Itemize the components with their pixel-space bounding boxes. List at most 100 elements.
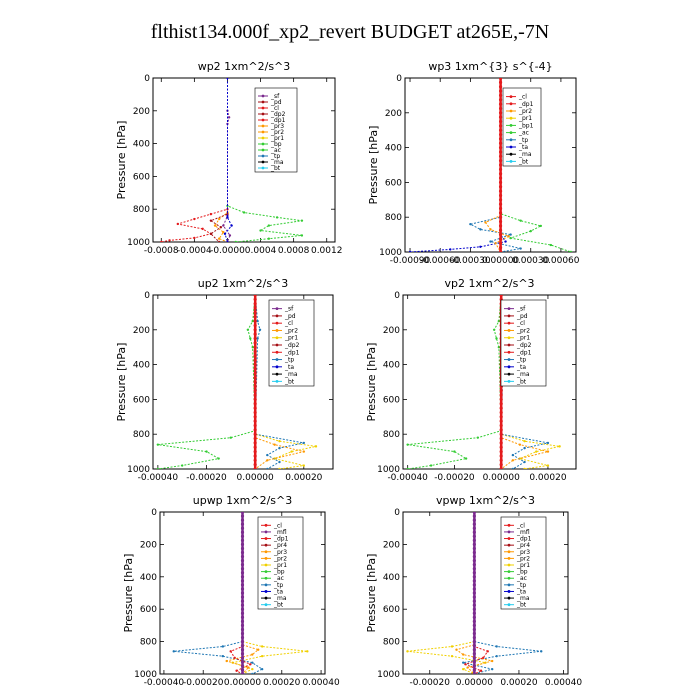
data-point (495, 337, 498, 340)
legend-entry: _pr2 (518, 108, 532, 115)
data-point (240, 526, 245, 530)
data-point (240, 603, 245, 607)
data-point (209, 212, 213, 216)
data-point (495, 645, 498, 648)
y-tick-label: 0 (394, 291, 400, 301)
legend-marker (507, 537, 511, 540)
data-point (472, 554, 476, 559)
data-point (498, 132, 503, 137)
data-point (240, 591, 245, 595)
series-line-pr2 (214, 78, 228, 242)
plot-frame (402, 511, 569, 675)
legend-entry: _dp1 (270, 117, 286, 124)
data-point (300, 234, 304, 237)
legend-entry: _pd (516, 313, 528, 320)
y-tick-label: 400 (140, 573, 157, 583)
series-line-dp1 (157, 295, 256, 469)
data-point (499, 295, 503, 297)
legend-marker (507, 576, 511, 580)
data-point (549, 243, 553, 247)
legend-entry: _bt (284, 378, 295, 385)
plot-frame (152, 77, 336, 243)
data-point (240, 542, 245, 547)
data-point (476, 436, 480, 439)
data-point (498, 85, 503, 89)
data-point (209, 219, 213, 222)
data-point (472, 631, 476, 636)
y-tick-label: 200 (133, 326, 150, 336)
data-point (499, 445, 503, 449)
legend-marker (264, 596, 268, 600)
legend-entry: _sf (516, 306, 526, 313)
data-point (511, 453, 515, 457)
data-point (242, 211, 246, 214)
data-point (499, 402, 503, 406)
data-point (180, 464, 184, 467)
legend-entry: _pr1 (273, 562, 287, 569)
panel-title: up2 1xm^2/s^3 (198, 277, 289, 290)
data-point (498, 137, 503, 141)
data-point (498, 172, 503, 176)
data-point (156, 443, 160, 446)
legend-marker (275, 350, 279, 354)
legend-entry: _bt (516, 602, 527, 609)
legend-box (502, 87, 542, 167)
legend-marker (507, 336, 511, 340)
legend-marker (507, 550, 511, 554)
data-point (498, 124, 503, 128)
data-point (511, 467, 515, 469)
data-point (233, 656, 236, 659)
data-point (253, 406, 257, 410)
legend-marker (507, 321, 511, 325)
legend-entry: _ac (273, 575, 284, 582)
data-point (249, 663, 252, 666)
data-point (221, 654, 225, 658)
data-point (253, 336, 257, 341)
legend-marker (507, 379, 511, 383)
x-tick-label: 0.00020 (285, 473, 322, 483)
data-point (253, 297, 257, 301)
legend-marker (507, 350, 511, 354)
y-tick-label: 400 (383, 361, 400, 371)
legend-marker (507, 570, 511, 574)
data-point (253, 454, 257, 458)
data-point (219, 226, 223, 229)
data-point (253, 419, 257, 423)
y-axis-label: Pressure [hPa] (365, 343, 378, 422)
data-point (497, 346, 501, 349)
data-point (240, 672, 245, 674)
data-point (240, 652, 245, 656)
data-point (253, 354, 257, 358)
data-point (518, 443, 522, 446)
legend-entry: _cl (284, 320, 293, 327)
data-point (253, 463, 257, 467)
legend: _cl_dp1_pr2_pr1_bp1_ac_tp_ta_ma_bt (502, 87, 542, 167)
data-point (498, 102, 503, 106)
data-point (472, 664, 476, 668)
data-point (472, 587, 476, 591)
data-point (482, 656, 485, 659)
legend: _sf_pd_cl_dp2_dp1_pr3_pr2_pr1_bp_ac_tp_m… (254, 87, 298, 173)
legend-marker (261, 106, 265, 110)
legend-entry: _ma (284, 371, 298, 378)
data-point (240, 587, 245, 591)
x-tick-label: 0.00040 (545, 678, 582, 688)
data-point (472, 534, 476, 538)
series-line-dp1 (407, 295, 502, 469)
legend-entry: _pd (284, 313, 296, 320)
data-point (240, 550, 245, 555)
data-point (259, 229, 262, 232)
series-line-dp1 (161, 78, 228, 242)
legend-box (268, 299, 315, 387)
data-point (519, 247, 522, 250)
x-tick-label: 0.00000 (237, 473, 274, 483)
data-point (278, 467, 281, 469)
data-point (462, 653, 465, 656)
panel-title: wp3 1xm^{3} s^{-4} (428, 60, 552, 73)
legend-marker (261, 112, 265, 116)
data-point (217, 457, 220, 460)
legend-entry: _dp1 (516, 536, 532, 543)
legend-marker (264, 556, 268, 560)
data-point (253, 295, 257, 297)
data-point (240, 538, 245, 542)
